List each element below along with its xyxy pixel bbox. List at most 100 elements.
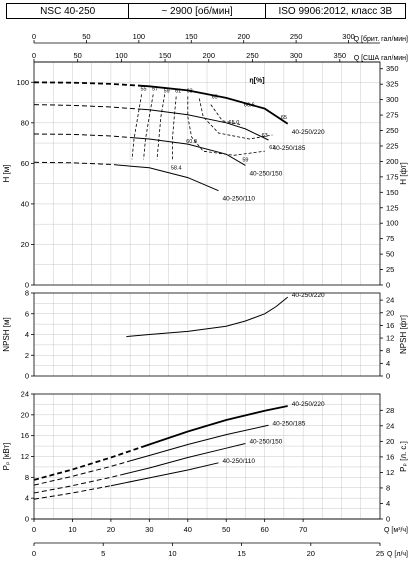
y-tick-label-right: 125 — [386, 203, 399, 212]
y-tick-label-right: 8 — [386, 483, 390, 492]
series-line-dashed — [33, 81, 142, 87]
y-tick-label-left: 12 — [21, 452, 29, 461]
series-label: 40-250/220 — [292, 292, 325, 299]
y-tick-label-right: 150 — [386, 188, 399, 197]
x-axis-top-us-tick-label: 250 — [246, 51, 259, 60]
y-tick-label-right: 275 — [386, 111, 399, 120]
x-axis-top-us-tick-label: 0 — [32, 51, 36, 60]
y-tick-label-left: 4 — [25, 494, 29, 503]
series-label: 40-250/110 — [223, 196, 256, 203]
y-tick-label-right: 200 — [386, 157, 399, 166]
x-axis-bottom-ls-tick-label: 15 — [237, 549, 245, 558]
series-label: 40-250/185 — [273, 420, 306, 427]
y-tick-label-right: 28 — [386, 406, 394, 415]
x-axis-top-us-tick-label: 300 — [290, 51, 303, 60]
y-tick-label-right: 175 — [386, 172, 399, 181]
x-axis-bottom-m3h-tick-label: 70 — [299, 525, 307, 534]
y-axis-label-right: NPSH [фт] — [399, 315, 408, 354]
series-label: 40-250/185 — [273, 145, 306, 152]
y-tick-label-right: 4 — [386, 359, 390, 368]
y-tick-label-right: 20 — [386, 437, 394, 446]
efficiency-label: 65 — [281, 115, 287, 121]
y-tick-label-left: 0 — [25, 515, 29, 524]
y-tick-label-left: 24 — [21, 390, 29, 399]
series-line-dashed — [33, 133, 131, 138]
series-label: 40-250/110 — [223, 458, 256, 465]
x-axis-top-imp-tick-label: 100 — [133, 32, 146, 41]
y-tick-label-left: 0 — [25, 281, 29, 290]
y-tick-label-right: 0 — [386, 515, 390, 524]
header-speed: ~ 2900 [об/мин] — [129, 4, 266, 18]
x-axis-bottom-m3h-tick-label: 40 — [184, 525, 192, 534]
efficiency-label: 57 — [152, 86, 158, 92]
series-label: 40-250/150 — [249, 170, 282, 177]
y-tick-label-right: 225 — [386, 141, 399, 150]
y-tick-label-right: 0 — [386, 372, 390, 381]
efficiency-label: 63 — [187, 88, 193, 94]
y-tick-label-left: 0 — [25, 372, 29, 381]
x-axis-bottom-ls-tick-label: 5 — [101, 549, 105, 558]
y-tick-label-right: 4 — [386, 499, 390, 508]
series-line-dashed — [33, 104, 142, 110]
efficiency-curve-63 — [187, 96, 265, 156]
x-axis-top-imp-tick-label: 300 — [342, 32, 355, 41]
y-tick-label-right: 24 — [386, 421, 394, 430]
x-axis-top-imp-tick-label: 0 — [32, 32, 36, 41]
efficiency-label: 60.8 — [186, 139, 197, 145]
x-axis-top-us-tick-label: 200 — [202, 51, 215, 60]
x-axis-bottom-m3h-tick-label: 20 — [107, 525, 115, 534]
x-axis-bottom-m3h-tick-label: 50 — [222, 525, 230, 534]
x-axis-top-imp-label: Q [брит. гал/мин] — [354, 35, 408, 43]
y-tick-label-left: 80 — [21, 118, 29, 127]
series-line-dashed — [33, 161, 119, 166]
x-axis-bottom-m3h-tick-label: 0 — [32, 525, 36, 534]
x-axis-bottom-m3h-label: Q [м³/ч] — [384, 527, 408, 534]
efficiency-curve-61 — [172, 96, 177, 160]
y-tick-label-left: 4 — [25, 330, 29, 339]
efficiency-label: 63 — [262, 133, 268, 139]
efficiency-label: 59 — [242, 157, 248, 163]
series-label: 40-250/220 — [292, 129, 325, 136]
x-axis-bottom-m3h-tick-label: 30 — [145, 525, 153, 534]
series-line — [126, 296, 289, 338]
series-line — [141, 108, 269, 141]
x-axis-top-imp-tick-label: 250 — [290, 32, 303, 41]
x-axis-bottom-ls-tick-label: 25 — [376, 549, 384, 558]
efficiency-label: 61 — [269, 145, 275, 151]
y-tick-label-right: 12 — [386, 468, 394, 477]
x-axis-bottom-ls-tick-label: 0 — [32, 549, 36, 558]
y-axis-label-left: H [м] — [2, 165, 11, 183]
efficiency-label: 65 — [212, 94, 218, 100]
x-axis-bottom-ls-tick-label: 20 — [307, 549, 315, 558]
y-tick-label-right: 12 — [386, 334, 394, 343]
y-tick-label-right: 75 — [386, 234, 394, 243]
panel-frame — [33, 61, 381, 286]
y-tick-label-right: 50 — [386, 250, 394, 259]
series-line — [141, 405, 288, 448]
y-tick-label-right: 250 — [386, 126, 399, 135]
y-tick-label-left: 100 — [16, 78, 29, 87]
y-tick-label-right: 16 — [386, 452, 394, 461]
efficiency-curve-65 — [198, 98, 273, 140]
series-line — [129, 424, 269, 462]
y-tick-label-right: 100 — [386, 219, 399, 228]
series-line-dashed — [33, 474, 123, 494]
y-axis-label-left: NPSH [м] — [2, 317, 11, 351]
x-axis-bottom-ls-label: Q [л/ч] — [387, 551, 408, 558]
panel-power — [31, 393, 383, 520]
series-line-dashed — [33, 446, 142, 481]
x-axis-top-imp-tick-label: 150 — [185, 32, 198, 41]
y-tick-label-right: 325 — [386, 80, 399, 89]
header-standard: ISO 9906:2012, класс 3В — [278, 5, 393, 17]
y-tick-label-right: 300 — [386, 95, 399, 104]
efficiency-label: 61 — [175, 88, 181, 94]
efficiency-curve-59 — [156, 94, 166, 160]
series-line — [141, 84, 289, 125]
efficiency-label: 55 — [141, 86, 147, 92]
efficiency-label: 65.0 — [229, 120, 240, 126]
y-tick-label-right: 24 — [386, 296, 394, 305]
efficiency-curve-65.0 — [210, 104, 242, 126]
efficiency-label: 58.4 — [171, 165, 182, 171]
y-tick-label-right: 350 — [386, 64, 399, 73]
